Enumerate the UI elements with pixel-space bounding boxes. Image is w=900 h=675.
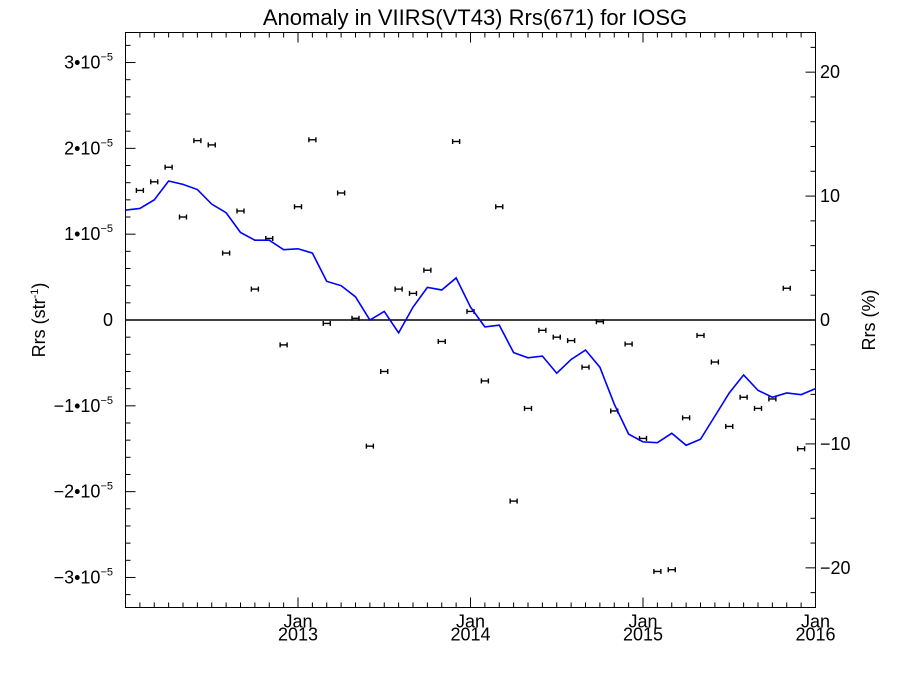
data-point [178, 214, 188, 220]
data-point [322, 320, 331, 326]
data-point [552, 334, 561, 340]
data-point [581, 364, 590, 370]
data-point [250, 286, 260, 292]
data-point [351, 315, 360, 321]
data-point [408, 290, 418, 296]
y-tick-label: −3•10−5 [54, 566, 113, 587]
y-tick-label: −1•10−5 [54, 395, 113, 416]
data-point [523, 405, 533, 411]
data-point [538, 327, 547, 333]
x-tick-label-year: 2014 [450, 625, 490, 645]
y-tick-label: −2•10−5 [54, 481, 113, 502]
data-point [437, 338, 446, 344]
data-point [193, 138, 202, 144]
data-point [796, 446, 806, 452]
tick-labels: Jan2013Jan2014Jan2015Jan20163•10−52•10−5… [54, 52, 851, 645]
x-tick-label-month: Jan [628, 612, 657, 632]
y-tick-label: 0 [103, 310, 113, 330]
y-tick-label: 3•10−5 [64, 52, 113, 73]
data-point [336, 190, 346, 196]
x-tick-label-month: Jan [283, 612, 312, 632]
data-point [495, 204, 504, 210]
data-point [380, 368, 389, 374]
data-point [451, 138, 461, 144]
data-series [125, 137, 816, 574]
x-tick-label-month: Jan [456, 612, 485, 632]
data-point [394, 286, 403, 292]
data-point [739, 394, 748, 400]
data-point [236, 208, 245, 214]
data-point [423, 267, 432, 273]
y2-tick-label: 10 [820, 186, 840, 206]
x-tick-label-month: Jan [801, 612, 830, 632]
data-point [207, 142, 216, 148]
data-point [150, 179, 159, 185]
y2-tick-label: 0 [820, 310, 830, 330]
data-point [164, 164, 173, 170]
data-point [293, 204, 303, 210]
x-tick-label-year: 2016 [795, 625, 835, 645]
x-tick-label-year: 2013 [278, 625, 318, 645]
data-point [480, 378, 490, 384]
trend-line [125, 180, 816, 447]
data-point [624, 341, 633, 347]
y-tick-label: 2•10−5 [64, 137, 113, 158]
data-point [365, 443, 375, 449]
y-axis-label: Rrs (str-1) [29, 283, 49, 358]
data-point [667, 567, 676, 573]
data-point [696, 332, 705, 338]
data-point [566, 338, 576, 344]
data-point [710, 359, 720, 365]
data-point [308, 137, 317, 143]
y2-tick-label: −10 [820, 434, 851, 454]
data-point [681, 415, 691, 421]
data-point [725, 423, 734, 429]
data-point [279, 342, 288, 348]
data-point [753, 405, 763, 411]
data-point [509, 498, 518, 504]
data-point [135, 187, 145, 193]
chart-title: Anomaly in VIIRS(VT43) Rrs(671) for IOSG [263, 5, 687, 30]
y2-tick-label: −20 [820, 558, 851, 578]
data-point [595, 319, 605, 325]
data-point [768, 396, 777, 402]
y2-axis-label: Rrs (%) [859, 290, 879, 351]
x-tick-label-year: 2015 [623, 625, 663, 645]
data-point [782, 285, 791, 291]
y2-tick-label: 20 [820, 62, 840, 82]
y-tick-label: 1•10−5 [64, 223, 113, 244]
data-point [653, 568, 662, 574]
data-point [221, 250, 231, 256]
